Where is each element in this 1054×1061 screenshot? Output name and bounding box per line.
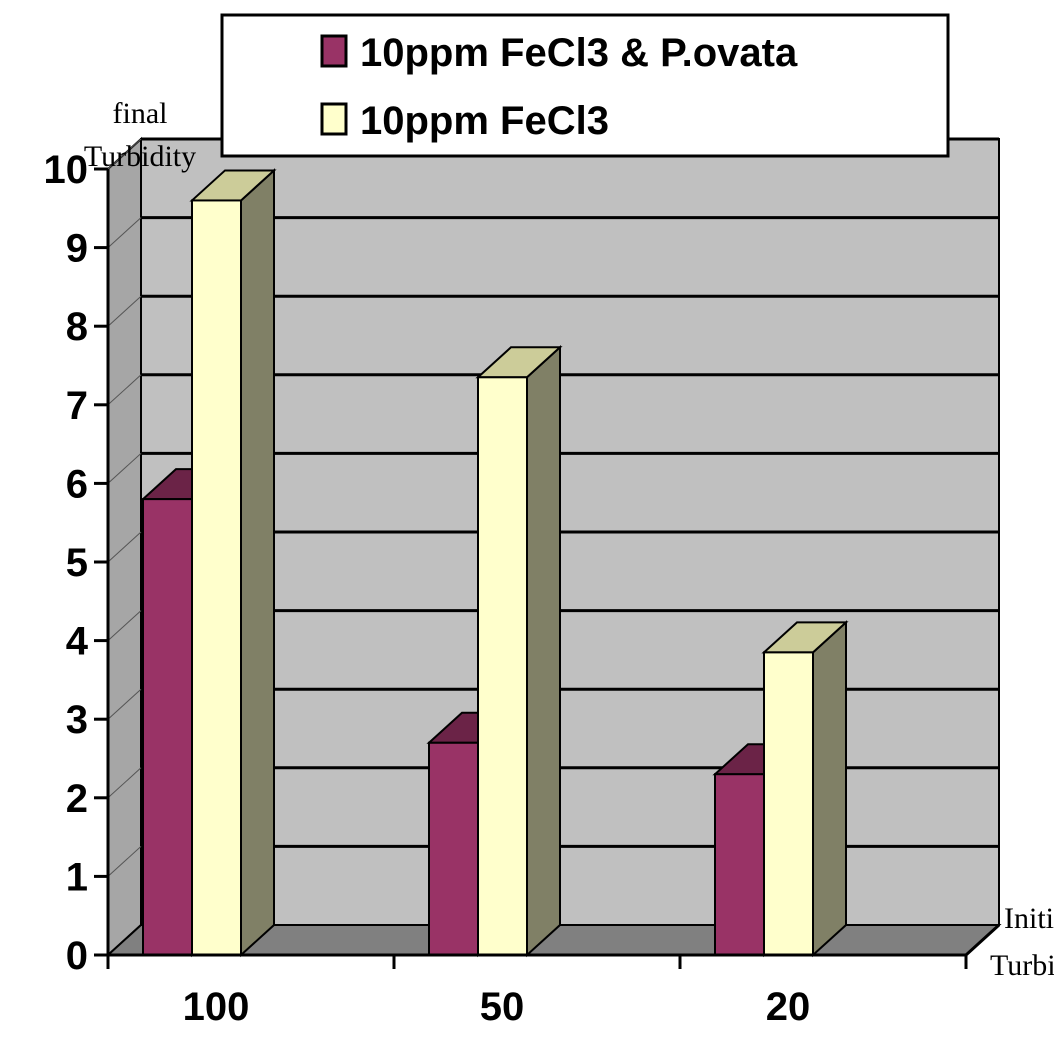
bar-side bbox=[240, 168, 275, 958]
bar-front bbox=[191, 199, 242, 956]
bar-side bbox=[526, 345, 561, 958]
legend-label-series-1: 10ppm FeCl3 & P.ovata bbox=[360, 31, 798, 75]
y-axis-title-line1: final bbox=[113, 97, 168, 130]
x-axis-title-line1: Initial bbox=[1004, 902, 1054, 935]
y-tick-label-0: 0 bbox=[66, 934, 88, 978]
gridline-side bbox=[107, 531, 142, 563]
y-tick-labels: 0 1 2 3 4 5 6 7 8 9 10 bbox=[44, 148, 89, 978]
y-tick-label-3: 3 bbox=[66, 698, 88, 742]
x-tick-label-100: 100 bbox=[183, 985, 250, 1029]
y-tick-label-5: 5 bbox=[66, 541, 88, 585]
x-axis-depth bbox=[964, 923, 1001, 957]
legend-swatch-series-1 bbox=[320, 34, 348, 68]
gridline-side bbox=[107, 453, 142, 484]
bar-front bbox=[477, 376, 528, 957]
y-tick-label-9: 9 bbox=[66, 227, 88, 271]
bar-front bbox=[428, 741, 479, 957]
bar-front bbox=[763, 651, 814, 956]
axes bbox=[94, 167, 1001, 969]
bar-series-2-cat-100 bbox=[189, 168, 277, 958]
gridline-side bbox=[107, 217, 142, 248]
y-tick-label-4: 4 bbox=[66, 620, 89, 664]
bar-series-2-cat-20 bbox=[761, 620, 849, 958]
legend-swatch-series-2 bbox=[320, 102, 348, 136]
y-tick-label-1: 1 bbox=[66, 855, 88, 899]
gridline-side bbox=[107, 610, 142, 641]
x-tick-labels: 100 50 20 bbox=[183, 985, 811, 1029]
y-tick-label-6: 6 bbox=[66, 462, 88, 506]
bar-series-2-cat-50 bbox=[475, 345, 563, 958]
gridline-side bbox=[107, 138, 142, 170]
gridlines bbox=[107, 137, 999, 877]
y-tick-label-8: 8 bbox=[66, 305, 88, 349]
y-tick-label-10: 10 bbox=[44, 148, 89, 192]
gridline-side bbox=[107, 374, 142, 406]
legend-label-series-2: 10ppm FeCl3 bbox=[360, 99, 609, 143]
gridline-side bbox=[107, 295, 142, 327]
gridline-side bbox=[107, 688, 142, 720]
bar-side bbox=[812, 620, 847, 958]
y-tick-label-7: 7 bbox=[66, 384, 88, 428]
y-tick-label-2: 2 bbox=[66, 777, 88, 821]
gridline-side bbox=[107, 767, 142, 799]
x-axis-title-line2: Turbidity bbox=[990, 949, 1054, 982]
bar-front bbox=[142, 498, 193, 956]
bar-front bbox=[714, 773, 765, 956]
legend: 10ppm FeCl3 & P.ovata 10ppm FeCl3 bbox=[220, 13, 950, 158]
gridline-side bbox=[107, 846, 142, 877]
x-tick-label-20: 20 bbox=[766, 985, 811, 1029]
y-axis-title-line2: Turbidity bbox=[84, 140, 196, 173]
x-tick-label-50: 50 bbox=[480, 985, 525, 1029]
